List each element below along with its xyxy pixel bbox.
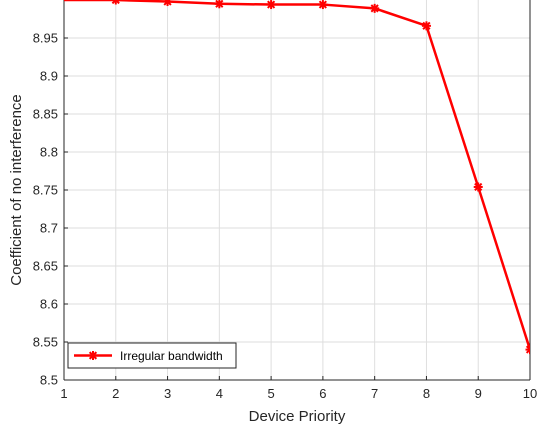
- data-point-marker: [370, 3, 380, 13]
- data-point-marker: [525, 345, 530, 355]
- data-point-marker: [163, 0, 173, 7]
- y-tick-label: 8.8: [40, 145, 58, 160]
- x-tick-label: 4: [216, 386, 223, 401]
- data-point-marker: [88, 351, 98, 360]
- data-point-marker: [111, 0, 121, 5]
- axes: [63, 0, 531, 381]
- x-tick-label: 2: [112, 386, 119, 401]
- data-point-marker: [473, 182, 483, 192]
- x-tick-label: 6: [319, 386, 326, 401]
- series-layer: [64, 0, 530, 355]
- x-tick-label: 9: [475, 386, 482, 401]
- y-tick-label: 8.7: [40, 221, 58, 236]
- data-point-marker: [318, 0, 328, 10]
- y-tick-label: 8.9: [40, 69, 58, 84]
- x-tick-labels: 1 2 3 4 5 6 7 8 9 10: [60, 386, 537, 401]
- legend: Irregular bandwidth: [67, 342, 237, 369]
- y-tick-label: 8.85: [33, 107, 58, 122]
- series-line: [64, 0, 530, 350]
- y-tick-label: 8.75: [33, 183, 58, 198]
- y-tick-label: 8.5: [40, 373, 58, 388]
- x-tick-label: 3: [164, 386, 171, 401]
- legend-marker: [88, 351, 98, 360]
- x-tick-label: 10: [523, 386, 537, 401]
- x-axis-label: Device Priority: [249, 408, 346, 425]
- x-tick-label: 1: [60, 386, 67, 401]
- legend-entry-label: Irregular bandwidth: [120, 349, 223, 363]
- y-tick-label: 8.55: [33, 335, 58, 350]
- data-point-marker: [266, 0, 276, 10]
- y-tick-labels: 8.5 8.55 8.6 8.65 8.7 8.75 8.8 8.85 8.9 8.95: [33, 31, 58, 388]
- x-tick-label: 5: [267, 386, 274, 401]
- x-tick-label: 8: [423, 386, 430, 401]
- x-tick-label: 7: [371, 386, 378, 401]
- data-point-marker: [214, 0, 224, 9]
- y-axis-label: Coefficient of no interference: [8, 94, 25, 286]
- y-tick-label: 8.65: [33, 259, 58, 274]
- y-tick-label: 8.6: [40, 297, 58, 312]
- y-tick-label: 8.95: [33, 31, 58, 46]
- data-point-marker: [421, 21, 431, 31]
